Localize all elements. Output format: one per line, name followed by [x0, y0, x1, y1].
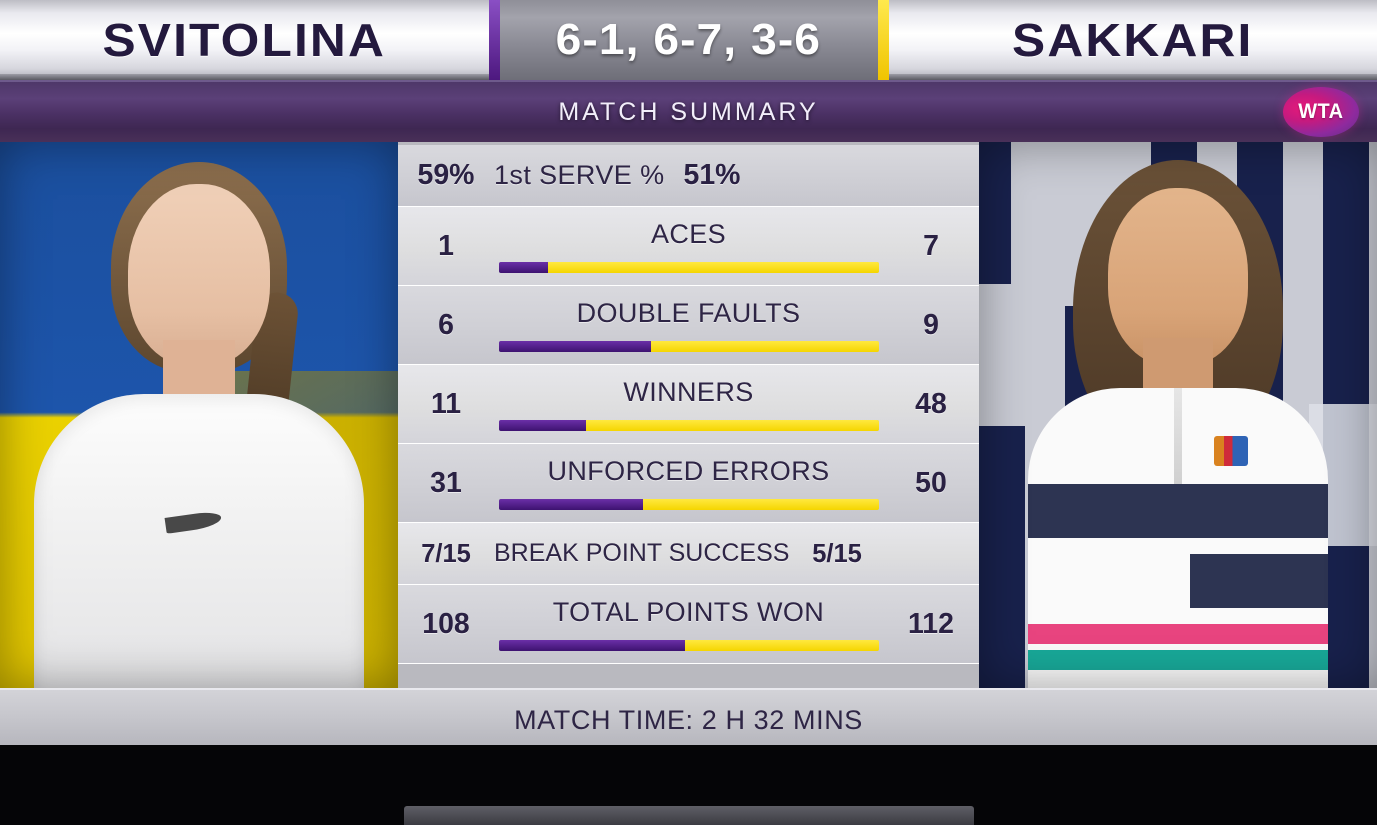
- stat-value-right: 9: [923, 308, 939, 341]
- stats-table: 59% 1st SERVE % 51% 1 ACES 7 6 DOUBLE FAULTS 9 11…: [398, 142, 979, 688]
- player-left-figure: [0, 142, 398, 688]
- stat-center: BREAK POINT SUCCESS: [494, 539, 789, 568]
- bar-segment-right: [547, 262, 879, 273]
- stat-value-left: 108: [422, 607, 470, 640]
- stat-row: 59% 1st SERVE % 51%: [398, 145, 979, 207]
- stat-row: 31 UNFORCED ERRORS 50: [398, 444, 979, 523]
- bar-segment-right: [684, 640, 879, 651]
- bar-segment-right: [585, 420, 879, 431]
- bar-segment-left: [498, 640, 685, 651]
- stat-label: ACES: [650, 219, 727, 249]
- stat-center: UNFORCED ERRORS: [494, 456, 883, 510]
- stat-label: BREAK POINT SUCCESS: [494, 539, 790, 567]
- panel-title: MATCH SUMMARY: [558, 97, 819, 126]
- wta-logo-text: WTA: [1298, 100, 1344, 123]
- stat-value-right: 48: [915, 387, 947, 420]
- stat-comparison-bar: [498, 640, 879, 651]
- face: [128, 184, 270, 366]
- stat-label: 1st SERVE %: [494, 160, 665, 190]
- face: [1108, 188, 1248, 366]
- player-right-name-plate: SAKKARI: [888, 0, 1377, 80]
- stat-comparison-bar: [498, 262, 879, 273]
- stat-row: 6 DOUBLE FAULTS 9: [398, 286, 979, 365]
- bar-segment-right: [642, 499, 879, 510]
- stat-value-right: 5/15: [812, 538, 863, 568]
- stat-label: DOUBLE FAULTS: [576, 298, 801, 328]
- player-left-name-plate: SVITOLINA: [0, 0, 489, 80]
- stat-center: WINNERS: [494, 377, 883, 431]
- stat-label: UNFORCED ERRORS: [547, 456, 830, 486]
- stat-value-right: 50: [915, 466, 947, 499]
- striped-tennis-dress: [1028, 388, 1328, 688]
- player-left-portrait: [0, 142, 398, 688]
- match-time-text: MATCH TIME: 2 H 32 MINS: [514, 704, 863, 735]
- stat-value-left: 59%: [417, 159, 475, 191]
- stat-comparison-bar: [498, 420, 879, 431]
- stat-value-left: 6: [438, 308, 454, 341]
- scoreboard-bar: SVITOLINA 6-1, 6-7, 3-6 SAKKARI: [0, 0, 1377, 80]
- stat-center: DOUBLE FAULTS: [494, 298, 883, 352]
- navy-stripe: [1190, 554, 1328, 608]
- stat-center: 1st SERVE %: [494, 160, 664, 191]
- bar-segment-left: [498, 499, 643, 510]
- stat-row: 11 WINNERS 48: [398, 365, 979, 444]
- match-time-bar: MATCH TIME: 2 H 32 MINS: [0, 688, 1377, 750]
- stat-comparison-bar: [498, 341, 879, 352]
- white-tennis-shirt: [34, 394, 364, 688]
- stat-label: TOTAL POINTS WON: [552, 597, 825, 627]
- bar-segment-left: [498, 262, 548, 273]
- match-score: 6-1, 6-7, 3-6: [555, 15, 822, 64]
- bar-segment-right: [650, 341, 879, 352]
- teal-stripe: [1028, 650, 1328, 670]
- stat-center: TOTAL POINTS WON: [494, 597, 883, 651]
- stat-value-left: 31: [430, 466, 462, 499]
- bar-segment-left: [498, 341, 651, 352]
- stat-row: 108 TOTAL POINTS WON 112: [398, 585, 979, 664]
- stat-value-left: 11: [430, 387, 462, 420]
- nikecourt-logo-icon: [1214, 436, 1248, 466]
- stat-value-right: 7: [923, 229, 939, 262]
- stat-value-right: 112: [908, 607, 954, 640]
- stat-row: 7/15 BREAK POINT SUCCESS 5/15: [398, 523, 979, 585]
- match-summary-panel: MATCH SUMMARY WTA: [0, 80, 1377, 825]
- player-right-figure: [982, 142, 1374, 688]
- base-tray: [404, 806, 974, 825]
- stat-value-right: 51%: [684, 159, 741, 191]
- bar-segment-left: [498, 420, 586, 431]
- wta-logo: WTA: [1283, 87, 1359, 137]
- stat-row: 1 ACES 7: [398, 207, 979, 286]
- stat-label: WINNERS: [623, 377, 754, 407]
- pink-stripe: [1028, 624, 1328, 644]
- stat-comparison-bar: [498, 499, 879, 510]
- match-score-box: 6-1, 6-7, 3-6: [488, 0, 889, 80]
- stat-center: ACES: [494, 219, 883, 273]
- stat-value-left: 7/15: [421, 538, 471, 568]
- player-right-portrait: [979, 142, 1377, 688]
- panel-header: MATCH SUMMARY WTA: [0, 80, 1377, 142]
- player-right-name: SAKKARI: [1012, 14, 1254, 66]
- navy-stripe: [1028, 484, 1328, 538]
- player-left-name: SVITOLINA: [102, 14, 387, 66]
- dress-zipper: [1174, 388, 1182, 488]
- stat-value-left: 1: [438, 229, 454, 262]
